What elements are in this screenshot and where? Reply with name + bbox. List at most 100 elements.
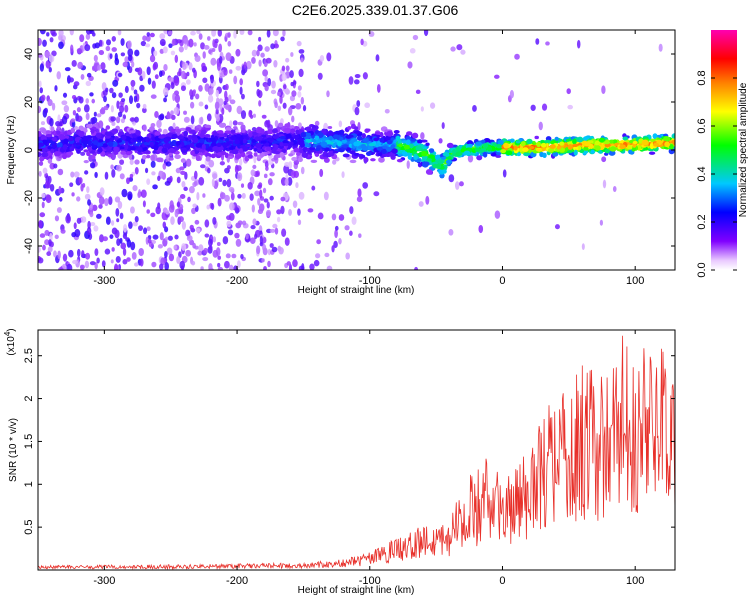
spectrogram-cell [77,61,84,69]
spectrogram-cell [195,228,201,233]
spectrogram-cell [159,263,164,270]
spectrogram-ridge-cell [121,135,127,141]
spectrogram-cell [51,50,57,57]
spectrogram-ridge-cell [154,131,161,136]
spectrogram-ridge-cell [381,148,387,155]
spectrogram-ridge-cell [671,139,675,144]
spectrogram-cell [84,260,90,269]
spectrogram-ridge-cell [413,155,418,161]
spectrogram-ridge-cell [168,148,176,154]
spectrogram-cell [110,164,114,170]
spectrogram-ridge-cell [328,135,334,141]
spectrogram-cell [147,238,152,244]
spectrogram-ridge-cell [279,141,284,147]
spectrogram-cell [239,78,243,86]
spectrogram-cell [217,266,224,270]
spectrogram-cell [331,213,337,221]
spectrogram-cell [71,192,75,197]
spectrogram-cell [49,117,54,127]
spectrogram-cell [74,125,78,131]
spectrogram-cell [241,93,245,100]
spectrogram-ridge-cell [368,143,376,147]
snr-series-line [38,335,675,570]
spectrogram-x-label: Height of straight line (km) [298,285,415,296]
spectrogram-cell [142,107,147,114]
spectrogram-cell [291,156,298,162]
spectrogram-cell [142,103,147,109]
spectrogram-cell [263,173,268,179]
spectrogram-cell [41,201,45,209]
spectrogram-ridge-cell [671,134,675,139]
spectrogram-ridge-cell [594,145,601,151]
spectrogram-ridge-cell [375,131,381,135]
spectrogram-cell [292,200,298,209]
spectrogram-cell [214,38,219,44]
spectrogram-cell [119,159,125,165]
spectrogram-cell [272,30,279,37]
spectrogram-cell [144,167,149,174]
spectrogram-cell [115,255,121,263]
spectrogram-cell [270,43,275,50]
spectrogram-cell [231,253,237,259]
spectrogram-ridge-cell [180,158,186,164]
spectrogram-cell [170,50,176,56]
spectrogram-ridge-cell [97,147,103,153]
spectrogram-ridge-cell [254,136,260,141]
spectrogram-cell [554,224,560,230]
colorbar-tick-label: 0.4 [696,166,708,181]
spectrogram-cell [319,168,324,178]
spectrogram-cell [134,49,140,57]
spectrogram-ridge-cell [500,149,507,154]
spectrogram-ridge-cell [284,127,291,134]
spectrogram-ridge-cell [189,143,195,149]
spectrogram-ridge-cell [495,152,502,156]
spectrogram-ridge-cell [622,136,629,141]
spectrogram-ridge-cell [542,152,547,158]
spectrogram-cell [262,69,269,77]
snr-x-tick-label: 100 [626,575,644,587]
spectrogram-ridge-cell [534,135,539,140]
spectrogram-y-tick-label: 20 [23,96,35,108]
spectrogram-cell [326,90,330,98]
spectrogram-cell [101,260,106,268]
spectrogram-ridge-cell [516,152,522,157]
spectrogram-ridge-cell [56,142,63,147]
spectrogram-cell [70,171,75,178]
spectrogram-cell [143,227,148,235]
spectrogram-ridge-cell [526,138,533,145]
spectrogram-ridge-cell [163,138,169,144]
spectrogram-cell [190,115,195,125]
spectrogram-ridge-cell [385,146,392,152]
spectrogram-cell [84,170,89,175]
spectrogram-ridge-cell [445,159,453,165]
spectrogram-ridge-cell [97,142,104,147]
spectrogram-cell [237,172,243,182]
spectrogram-cell [211,47,216,53]
spectrogram-cell [216,241,221,247]
spectrogram-cell [272,223,278,229]
spectrogram-cell [273,59,278,68]
spectrogram-cell [80,216,87,223]
spectrogram-ridge-cell [536,141,541,148]
spectrogram-cell [185,79,191,85]
spectrogram-ridge-cell [298,139,305,145]
spectrogram-ridge-cell [536,148,543,152]
spectrogram-ridge-cell [289,125,295,130]
spectrogram-ridge-cell [604,149,610,154]
spectrogram-ridge-cell [594,140,601,146]
spectrogram-ridge-cell [518,148,524,153]
spectrogram-ridge-cell [305,126,312,132]
spectrogram-cell [414,266,419,270]
spectrogram-cell [116,238,121,246]
spectrogram-cell [120,52,126,57]
spectrogram-cell [177,201,181,208]
spectrogram-ridge-cell [357,136,363,141]
spectrogram-ridge-cell [473,147,481,152]
spectrogram-cell [76,47,83,54]
spectrogram-cell [70,44,74,53]
spectrogram-ridge-cell [653,142,659,147]
spectrogram-ridge-cell [218,123,225,128]
spectrogram-cell [280,36,285,42]
spectrogram-cell [226,220,232,228]
spectrogram-ridge-cell [391,148,398,154]
